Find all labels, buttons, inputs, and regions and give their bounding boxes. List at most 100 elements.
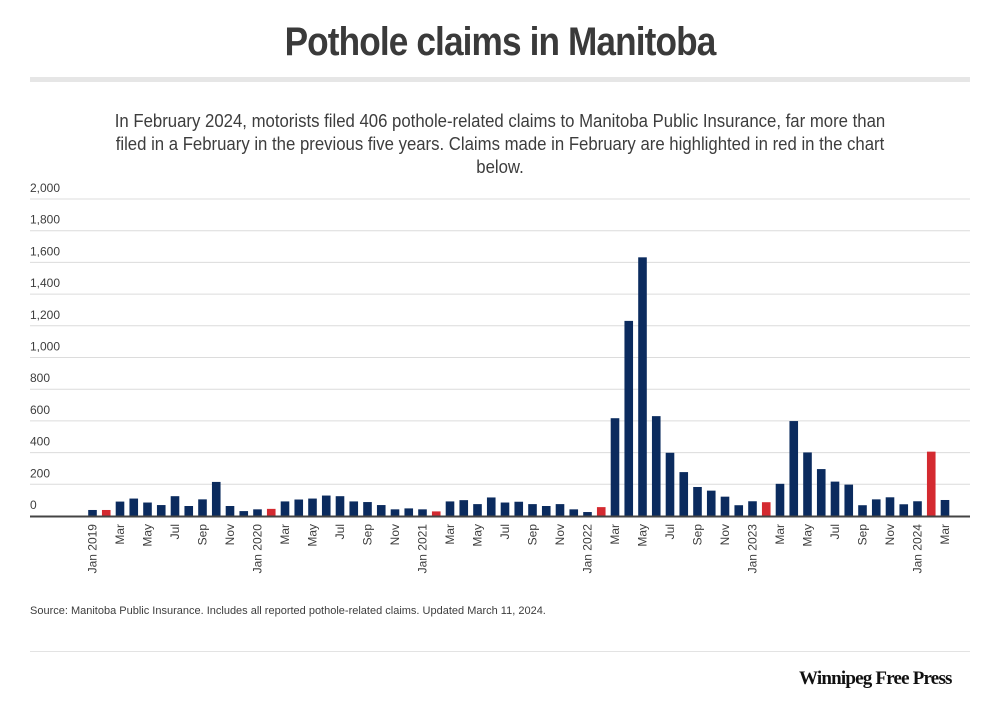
x-tick-label: Jul	[168, 524, 182, 539]
y-tick-label: 1,600	[30, 244, 60, 258]
bar: Jan 2023: 93	[748, 501, 757, 516]
bar: Nov 2021: 75	[555, 504, 565, 516]
footer-divider	[30, 651, 970, 652]
x-tick-label: Mar	[608, 524, 622, 545]
bar: Jan 2021: 42	[418, 509, 427, 516]
bar: Sep 2021: 75	[528, 504, 537, 516]
x-axis-labels: Jan 2019 Mar May Jul Sep Nov Jan 2020 Mar May Jul…	[86, 524, 953, 574]
x-tick-label: May	[141, 524, 155, 547]
bar: Jun 2020: 129	[321, 495, 331, 516]
bar-highlighted: Feb 2022: 56	[596, 507, 606, 516]
bar: Apr 2022: 1231	[624, 320, 634, 516]
bar: May 2021: 75	[473, 504, 482, 516]
bar: Jul 2022: 399	[665, 452, 675, 516]
bar: May 2019: 85	[143, 502, 152, 516]
x-tick-label: Sep	[361, 524, 375, 546]
bar: Jan 2020: 42	[253, 509, 262, 516]
bar: Jan 2024: 93	[913, 501, 922, 516]
x-tick-label: Jul	[498, 524, 512, 539]
bar: Nov 2023: 118	[885, 497, 895, 516]
y-tick-label: 600	[30, 403, 50, 417]
bar: Aug 2022: 277	[679, 472, 689, 516]
y-tick-label: 1,200	[30, 308, 60, 322]
bar-highlighted: Feb 2019: 38	[101, 509, 111, 516]
x-tick-label: Mar	[443, 524, 457, 545]
bar: Oct 2020: 69	[376, 505, 386, 516]
x-tick-label: Jul	[828, 524, 842, 539]
bar: May 2022: 1632	[638, 257, 647, 516]
bars: Jan 2019: 38 Feb 2019: 38 Mar 2019: 91 Apr …	[88, 257, 950, 516]
bar: Apr 2023: 599	[789, 421, 799, 516]
bar: Nov 2019: 63	[225, 506, 235, 516]
bar: Aug 2019: 63	[184, 506, 194, 516]
bar-highlighted: Feb 2024: 406	[926, 451, 936, 516]
bar: Jul 2020: 125	[335, 496, 345, 516]
x-tick-label: Sep	[196, 524, 210, 546]
bar: Jun 2023: 296	[816, 469, 826, 516]
x-tick-label: Nov	[553, 524, 567, 545]
bar-highlighted: Feb 2021: 29	[431, 511, 441, 516]
bar: Dec 2019: 31	[239, 511, 249, 516]
x-tick-label: Mar	[773, 524, 787, 545]
bar: Oct 2023: 105	[871, 499, 881, 516]
bar: Dec 2022: 68	[734, 505, 744, 516]
gridlines	[30, 198, 970, 485]
source-note: Source: Manitoba Public Insurance. Inclu…	[30, 605, 546, 617]
x-tick-label: Mar	[113, 524, 127, 545]
y-axis-labels: 0 200 400 600 800 1,000 1,200 1,400 1,600 1,800 2,…	[30, 181, 60, 512]
bar: Jun 2019: 69	[156, 505, 166, 516]
bar: Sep 2023: 68	[858, 505, 867, 516]
bar: Jul 2019: 125	[170, 496, 180, 516]
y-tick-label: 2,000	[30, 181, 60, 195]
subtitle-line-1: In February 2024, motorists filed 406 po…	[114, 111, 886, 131]
x-tick-label: Jan 2019	[86, 524, 100, 574]
x-tick-label: Nov	[718, 524, 732, 545]
bar: Dec 2023: 74	[899, 504, 909, 516]
y-tick-label: 1,400	[30, 276, 60, 290]
bar: Oct 2021: 63	[541, 506, 551, 516]
chart-subtitle: In February 2024, motorists filed 406 po…	[91, 110, 909, 179]
bar: Aug 2020: 92	[349, 501, 359, 516]
x-tick-label: Jul	[663, 524, 677, 539]
x-tick-label: Nov	[388, 524, 402, 545]
y-tick-label: 1,800	[30, 213, 60, 227]
bar: Mar 2019: 91	[115, 501, 125, 516]
bar: Mar 2024: 101	[940, 499, 950, 516]
bar: Sep 2022: 183	[693, 486, 702, 516]
y-tick-label: 0	[30, 498, 37, 512]
bar: Jan 2019: 38	[88, 509, 97, 516]
subtitle-line-2: filed in a February in the previous five…	[115, 134, 885, 177]
bar: Jan 2022: 25	[583, 512, 592, 516]
bar: Mar 2023: 203	[775, 483, 785, 516]
x-tick-label: Sep	[691, 524, 705, 546]
bar-highlighted: Feb 2020: 45	[266, 508, 276, 516]
bar: Nov 2022: 122	[720, 496, 730, 516]
bar: Mar 2022: 617	[610, 418, 620, 516]
bar-chart: 0 200 400 600 800 1,000 1,200 1,400 1,600 1,800 2,…	[30, 181, 970, 574]
x-tick-label: Jul	[333, 524, 347, 539]
x-tick-label: Sep	[856, 524, 870, 546]
bar: Apr 2020: 104	[294, 499, 304, 516]
bar: May 2020: 110	[308, 498, 317, 516]
x-tick-label: Jan 2021	[416, 524, 430, 574]
bar: Mar 2020: 92	[280, 501, 290, 516]
bar: Jul 2023: 217	[830, 481, 840, 516]
y-tick-label: 400	[30, 435, 50, 449]
bar: Apr 2021: 100	[459, 500, 469, 516]
bar-highlighted: Feb 2023: 87	[761, 502, 771, 516]
bar: May 2023: 401	[803, 452, 812, 516]
bar: Sep 2020: 88	[363, 502, 372, 516]
bar: Aug 2021: 90	[514, 501, 524, 516]
bar: Jun 2021: 117	[486, 497, 496, 516]
bar: Mar 2021: 92	[445, 501, 455, 516]
x-tick-label: Jan 2023	[746, 524, 760, 574]
bar: Oct 2022: 160	[706, 490, 716, 516]
bar: Jul 2021: 85	[500, 502, 510, 516]
bar: Dec 2021: 42	[569, 509, 579, 516]
bar: Oct 2019: 215	[211, 481, 221, 516]
y-tick-label: 200	[30, 466, 50, 480]
x-tick-label: Mar	[938, 524, 952, 545]
bar: Sep 2019: 105	[198, 499, 207, 516]
x-tick-label: May	[471, 524, 485, 547]
x-tick-label: May	[636, 524, 650, 547]
